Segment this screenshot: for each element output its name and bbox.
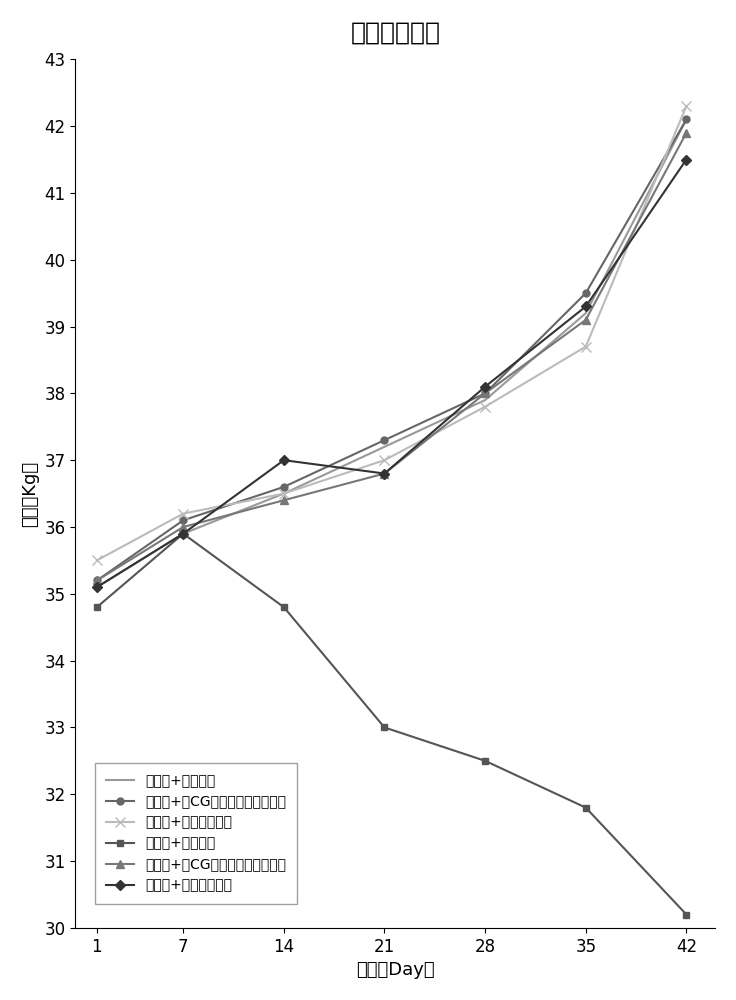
染病组+普通饲料 xyxy=(280,601,289,613)
染病组+普通饲料 xyxy=(581,802,590,814)
正常组+含抗生素饲料 xyxy=(581,341,590,353)
正常组+含抗生素饲料 xyxy=(380,454,389,466)
正常组+含CG岛芽孢杆菌菌粉饲料 xyxy=(581,287,590,299)
染病组+含抗生素饲料 xyxy=(179,528,188,540)
正常组+含CG岛芽孢杆菌菌粉饲料 xyxy=(682,113,691,125)
染病组+含抗生素饲料 xyxy=(581,300,590,312)
Y-axis label: 体重（Kg）: 体重（Kg） xyxy=(21,461,39,527)
正常组+含CG岛芽孢杆菌菌粉饲料 xyxy=(93,574,102,586)
染病组+含抗生素饲料 xyxy=(93,581,102,593)
正常组+普通饲料 xyxy=(481,394,489,406)
染病组+普通饲料 xyxy=(179,528,188,540)
染病组+含CG岛芽孢杆菌菌粉饲料 xyxy=(179,521,188,533)
Line: 染病组+含CG岛芽孢杆菌菌粉饲料: 染病组+含CG岛芽孢杆菌菌粉饲料 xyxy=(93,129,690,585)
染病组+含抗生素饲料 xyxy=(481,381,489,393)
染病组+含抗生素饲料 xyxy=(280,454,289,466)
染病组+普通饲料 xyxy=(682,909,691,921)
X-axis label: 天数（Day）: 天数（Day） xyxy=(356,961,434,979)
正常组+普通饲料 xyxy=(93,581,102,593)
染病组+含CG岛芽孢杆菌菌粉饲料 xyxy=(280,494,289,506)
Title: 仔猪体重检测: 仔猪体重检测 xyxy=(350,21,440,45)
正常组+普通饲料 xyxy=(380,441,389,453)
正常组+含CG岛芽孢杆菌菌粉饲料 xyxy=(380,434,389,446)
正常组+普通饲料 xyxy=(280,488,289,500)
正常组+含抗生素饲料 xyxy=(682,100,691,112)
正常组+含抗生素饲料 xyxy=(179,508,188,520)
正常组+含CG岛芽孢杆菌菌粉饲料 xyxy=(179,514,188,526)
染病组+普通饲料 xyxy=(380,721,389,733)
正常组+普通饲料 xyxy=(581,307,590,319)
Line: 正常组+含CG岛芽孢杆菌菌粉饲料: 正常组+含CG岛芽孢杆菌菌粉饲料 xyxy=(93,116,690,584)
染病组+含抗生素饲料 xyxy=(682,154,691,166)
染病组+含CG岛芽孢杆菌菌粉饲料 xyxy=(93,574,102,586)
正常组+含CG岛芽孢杆菌菌粉饲料 xyxy=(481,387,489,399)
正常组+普通饲料 xyxy=(179,528,188,540)
染病组+普通饲料 xyxy=(93,601,102,613)
正常组+含抗生素饲料 xyxy=(93,554,102,566)
Line: 染病组+含抗生素饲料: 染病组+含抗生素饲料 xyxy=(93,156,690,591)
染病组+普通饲料 xyxy=(481,755,489,767)
正常组+普通饲料 xyxy=(682,113,691,125)
染病组+含CG岛芽孢杆菌菌粉饲料 xyxy=(581,314,590,326)
正常组+含CG岛芽孢杆菌菌粉饲料 xyxy=(280,481,289,493)
染病组+含CG岛芽孢杆菌菌粉饲料 xyxy=(380,468,389,480)
正常组+含抗生素饲料 xyxy=(481,401,489,413)
染病组+含CG岛芽孢杆菌菌粉饲料 xyxy=(682,127,691,139)
Line: 染病组+普通饲料: 染病组+普通饲料 xyxy=(93,530,690,918)
Legend: 正常组+普通饲料, 正常组+含CG岛芽孢杆菌菌粉饲料, 正常组+含抗生素饲料, 染病组+普通饲料, 染病组+含CG岛芽孢杆菌菌粉饲料, 染病组+含抗生素饲料: 正常组+普通饲料, 正常组+含CG岛芽孢杆菌菌粉饲料, 正常组+含抗生素饲料, … xyxy=(95,763,297,904)
正常组+含抗生素饲料 xyxy=(280,488,289,500)
染病组+含抗生素饲料 xyxy=(380,468,389,480)
染病组+含CG岛芽孢杆菌菌粉饲料 xyxy=(481,387,489,399)
Line: 正常组+含抗生素饲料: 正常组+含抗生素饲料 xyxy=(92,101,691,565)
Line: 正常组+普通饲料: 正常组+普通饲料 xyxy=(97,119,687,587)
